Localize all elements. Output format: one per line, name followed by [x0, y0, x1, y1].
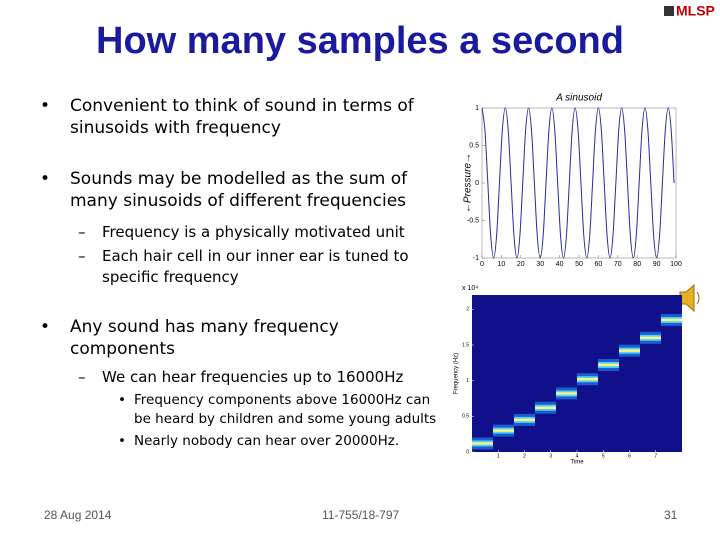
sub-bullet: Frequency is a physically motivated unit	[78, 222, 432, 243]
tone	[556, 392, 577, 395]
y-tick-label: 1	[475, 105, 479, 112]
x-axis-label: Time	[570, 460, 584, 466]
logo: MLSP	[676, 3, 715, 19]
x-tick-label: 70	[614, 261, 622, 268]
y-tick-label: 1.5	[462, 342, 469, 348]
bullet: Any sound has many frequency components	[38, 316, 440, 360]
y-axis-label: ←Pressure→	[463, 153, 474, 213]
page-number: 31	[664, 508, 678, 522]
x-tick-label: 90	[653, 261, 661, 268]
y-tick-label: 0.5	[462, 414, 469, 420]
sub-bullet: Each hair cell in our inner ear is tuned…	[78, 246, 432, 288]
tone	[577, 378, 598, 381]
x-tick-label: 10	[498, 261, 506, 268]
y-axis-label: Frequency (Hz)	[454, 353, 460, 394]
x-tick-label: 80	[633, 261, 641, 268]
slide-title: How many samples a second	[96, 20, 624, 62]
tone	[598, 363, 619, 367]
chart-title: A sinusoid	[555, 93, 602, 104]
tone	[493, 429, 514, 432]
x-tick-label: 20	[517, 261, 525, 268]
tone	[535, 406, 556, 409]
sub-sub-bullet: Frequency components above 16000Hz can b…	[116, 391, 444, 429]
bullet: Sounds may be modelled as the sum of man…	[38, 168, 440, 212]
y-tick-label: 0.5	[469, 142, 479, 149]
x-tick-label: 100	[670, 261, 682, 268]
tone	[619, 349, 640, 352]
speaker-icon	[679, 283, 700, 313]
tone	[640, 336, 661, 340]
y-tick-label: -0.5	[467, 217, 479, 224]
tone	[472, 442, 493, 445]
y-tick-label: -1	[473, 255, 479, 262]
x-tick-label: 5	[602, 453, 605, 459]
x-tick-label: 1	[497, 453, 500, 459]
scale-label: x 10⁴	[462, 285, 478, 292]
x-tick-label: 3	[549, 453, 552, 459]
bullet: Convenient to think of sound in terms of…	[38, 95, 440, 139]
logo-mark	[664, 6, 674, 16]
x-tick-label: 6	[628, 453, 631, 459]
sinusoid-line	[481, 107, 675, 259]
y-tick-label: 0	[466, 449, 469, 455]
x-tick-label: 7	[654, 453, 657, 459]
footer-course: 11-755/18-797	[322, 508, 400, 522]
x-tick-label: 50	[575, 261, 583, 268]
x-tick-label: 30	[536, 261, 544, 268]
y-tick-label: 2	[466, 307, 469, 313]
x-tick-label: 40	[556, 261, 564, 268]
sub-sub-bullet: Nearly nobody can hear over 20000Hz.	[116, 432, 444, 451]
x-tick-label: 2	[523, 453, 526, 459]
footer-date: 28 Aug 2014	[44, 508, 112, 522]
tone	[514, 418, 535, 422]
sub-bullet: We can hear frequencies up to 16000Hz	[78, 367, 442, 388]
y-tick-label: 1	[466, 378, 469, 384]
tone	[661, 318, 682, 322]
x-tick-label: 0	[480, 261, 484, 268]
x-tick-label: 60	[595, 261, 603, 268]
x-tick-label: 4	[576, 453, 579, 459]
y-tick-label: 0	[475, 180, 479, 187]
